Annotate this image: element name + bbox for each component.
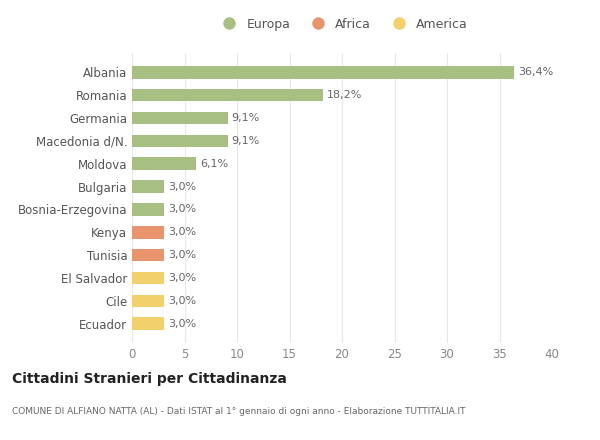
Text: 3,0%: 3,0% [168, 296, 196, 306]
Bar [132, 294, 163, 307]
Text: Cittadini Stranieri per Cittadinanza: Cittadini Stranieri per Cittadinanza [12, 372, 287, 386]
Text: 3,0%: 3,0% [168, 273, 196, 283]
Text: 3,0%: 3,0% [168, 319, 196, 329]
Text: 3,0%: 3,0% [168, 182, 196, 191]
Text: 3,0%: 3,0% [168, 205, 196, 214]
Text: 9,1%: 9,1% [232, 113, 260, 123]
Legend: Europa, Africa, America: Europa, Africa, America [211, 13, 473, 36]
Bar [132, 112, 227, 124]
Text: 9,1%: 9,1% [232, 136, 260, 146]
Text: 36,4%: 36,4% [518, 67, 554, 77]
Bar [132, 158, 196, 170]
Text: 18,2%: 18,2% [328, 90, 362, 100]
Bar [132, 226, 163, 238]
Bar [132, 180, 163, 193]
Text: 6,1%: 6,1% [200, 159, 229, 169]
Bar [132, 317, 163, 330]
Text: 3,0%: 3,0% [168, 250, 196, 260]
Bar [132, 272, 163, 284]
Bar [132, 135, 227, 147]
Bar [132, 249, 163, 261]
Bar [132, 89, 323, 102]
Text: 3,0%: 3,0% [168, 227, 196, 237]
Bar [132, 66, 514, 79]
Bar [132, 203, 163, 216]
Text: COMUNE DI ALFIANO NATTA (AL) - Dati ISTAT al 1° gennaio di ogni anno - Elaborazi: COMUNE DI ALFIANO NATTA (AL) - Dati ISTA… [12, 407, 466, 416]
